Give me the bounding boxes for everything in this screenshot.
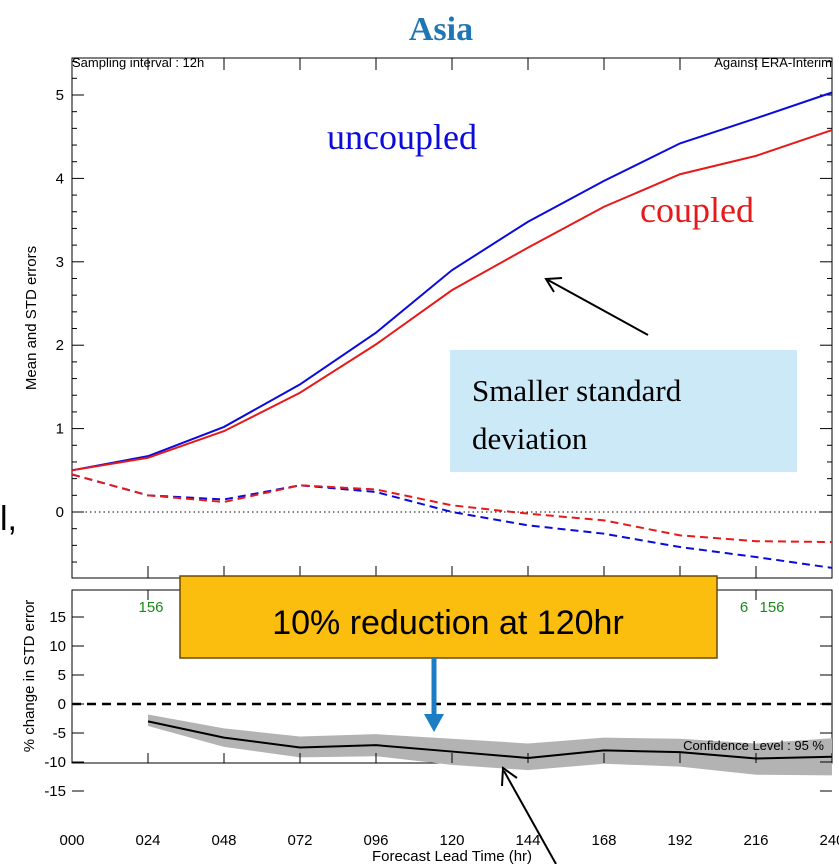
lower-y-axis-label: % change in STD error: [21, 600, 38, 753]
upper-y-tick-label: 0: [56, 504, 64, 521]
upper-y-axis-label: Mean and STD errors: [23, 246, 40, 390]
x-tick-label: 072: [287, 832, 312, 849]
confidence-band: [148, 714, 832, 776]
solid-blue-series-line: [71, 91, 833, 472]
reduction-banner: [179, 575, 718, 659]
banner-arrow-head: [424, 714, 444, 732]
percent-change-line: [147, 720, 833, 760]
x-tick-label: 120: [439, 832, 464, 849]
coupled-annotation: coupled: [640, 190, 754, 230]
upper-y-tick-label: 2: [56, 337, 64, 354]
upper-y-tick-label: 1: [56, 421, 64, 438]
uncoupled-annotation: uncoupled: [327, 117, 477, 157]
sample-count-024: 156: [138, 599, 163, 616]
dashed-blue-series-line: [71, 473, 833, 569]
reduction-banner-text: 10% reduction at 120hr: [272, 604, 624, 642]
lower-y-tick-label: -10: [44, 754, 66, 771]
upper-y-tick-label: 5: [56, 87, 64, 104]
upper-plot: Mean and STD errors 0 1 2 3 4 5: [23, 57, 833, 579]
bottom-arrow-head: [501, 766, 518, 787]
dashed-red-series-line: [71, 473, 833, 544]
x-tick-label: 216: [743, 832, 768, 849]
x-axis-label: Forecast Lead Time (hr): [372, 848, 532, 864]
x-tick-label: 048: [211, 832, 236, 849]
confidence-level-label: Confidence Level : 95 %: [683, 738, 824, 753]
lower-y-tick-label: 10: [49, 638, 66, 655]
lower-y-tick-label: 5: [58, 667, 66, 684]
callout-box: [450, 350, 797, 472]
sample-count-216-partial: 6: [740, 599, 748, 616]
x-tick-label: 240: [819, 832, 839, 849]
x-tick-label: 192: [667, 832, 692, 849]
x-tick-label: 144: [515, 832, 540, 849]
lower-y-tick-label: 0: [58, 696, 66, 713]
sample-count-240: 156: [759, 599, 784, 616]
lower-y-tick-label: 15: [49, 609, 66, 626]
lower-y-tick-label: -5: [53, 725, 66, 742]
x-tick-label: 096: [363, 832, 388, 849]
lower-y-tick-label: -15: [44, 783, 66, 800]
bottom-arrow-shaft: [503, 770, 557, 864]
callout-line-1: Smaller standard: [472, 373, 682, 408]
x-tick-label: 168: [591, 832, 616, 849]
upper-y-tick-label: 4: [56, 170, 64, 187]
callout-line-2: deviation: [472, 421, 588, 456]
solid-red-series-line: [71, 129, 833, 472]
left-fragment-text: l,: [0, 500, 17, 538]
upper-y-tick-label: 3: [56, 254, 64, 271]
figure-title: Asia: [409, 11, 473, 48]
callout-arrow-head: [544, 277, 563, 293]
sampling-interval-label: Sampling interval : 12h: [72, 55, 204, 70]
lower-plot: 15 10 5 0 -5 -10 -15 000 024 048 072 096 120 144 168 1…: [21, 589, 839, 864]
x-tick-label: 024: [135, 832, 160, 849]
callout-arrow-shaft: [547, 279, 649, 336]
x-tick-label: 000: [59, 832, 84, 849]
reference-label: Against ERA-Interim: [714, 55, 832, 70]
